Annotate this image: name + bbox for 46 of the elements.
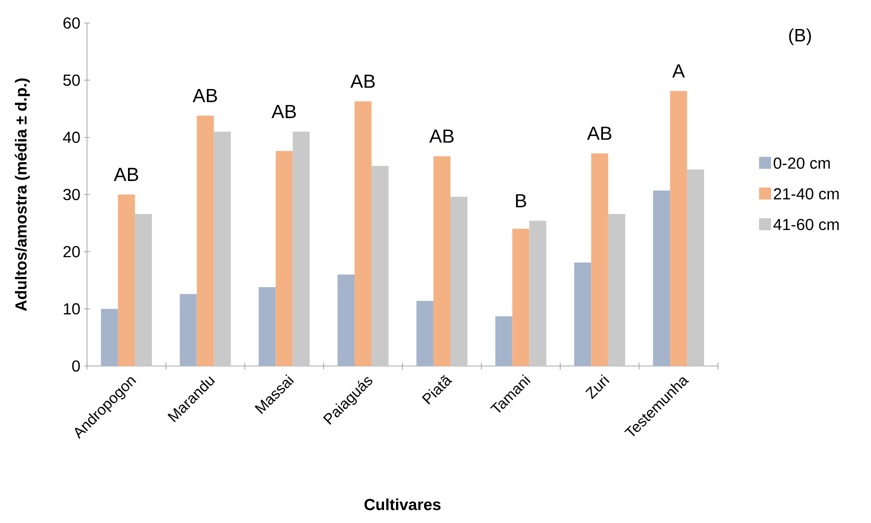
bar bbox=[591, 153, 608, 366]
bar bbox=[292, 132, 310, 366]
x-tick-label: Zuri bbox=[585, 374, 610, 400]
bar bbox=[608, 214, 626, 366]
bar bbox=[118, 194, 135, 366]
annotation: AB bbox=[272, 105, 296, 118]
bar bbox=[276, 151, 293, 366]
bar bbox=[574, 262, 592, 366]
legend-label: 0-20 cm bbox=[774, 158, 830, 169]
bar bbox=[134, 214, 152, 366]
bar bbox=[512, 228, 530, 366]
bar bbox=[687, 169, 704, 366]
y-tick-label: 30 bbox=[63, 188, 80, 200]
annotation: AB bbox=[429, 130, 454, 143]
bar bbox=[258, 287, 276, 366]
bar bbox=[180, 294, 197, 366]
y-tick-label: 0 bbox=[72, 360, 80, 372]
bar bbox=[214, 132, 231, 366]
y-tick-label: 40 bbox=[63, 132, 80, 144]
bar bbox=[670, 91, 688, 366]
annotation: AB bbox=[192, 89, 217, 102]
bar bbox=[338, 274, 355, 366]
y-tick-label: 60 bbox=[63, 17, 80, 29]
bar bbox=[372, 166, 389, 366]
bar bbox=[100, 308, 118, 366]
annotation: AB bbox=[350, 74, 375, 88]
y-tick-label: 20 bbox=[63, 246, 80, 258]
bar bbox=[653, 190, 670, 366]
annotation: B bbox=[516, 194, 526, 208]
annotation: AB bbox=[587, 126, 612, 140]
legend-label: 41-60 cm bbox=[773, 218, 839, 230]
legend-label: 21-40 cm bbox=[774, 188, 839, 200]
annotation: AB bbox=[114, 168, 138, 181]
bar bbox=[495, 316, 512, 366]
bar bbox=[450, 196, 468, 366]
bar bbox=[416, 300, 434, 366]
x-axis-title: Cultivares bbox=[364, 498, 441, 510]
y-tick-label: 10 bbox=[64, 303, 80, 314]
bar bbox=[433, 156, 450, 366]
text: (B) bbox=[789, 28, 811, 46]
annotation: A bbox=[672, 64, 685, 78]
y-tick-label: 50 bbox=[63, 74, 80, 86]
bar bbox=[354, 101, 372, 366]
y-axis-title: Adultos/amostra (média ± d.p.) bbox=[14, 78, 30, 311]
bar bbox=[196, 116, 214, 366]
bar bbox=[529, 220, 546, 366]
